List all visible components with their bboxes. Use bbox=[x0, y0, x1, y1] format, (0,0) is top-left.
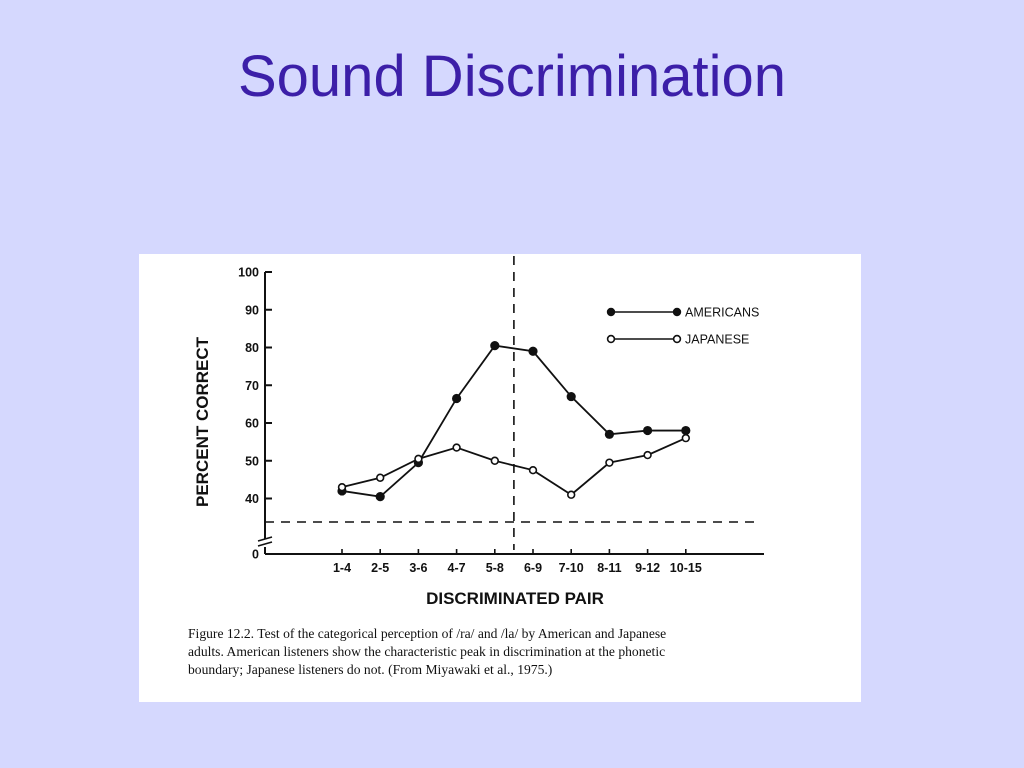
caption-line: Figure 12.2. Test of the categorical per… bbox=[188, 626, 667, 641]
data-point-americans bbox=[566, 391, 576, 402]
x-tick-label: 1-4 bbox=[333, 561, 351, 575]
y-tick-label: 50 bbox=[245, 454, 259, 468]
data-point-japanese bbox=[567, 490, 576, 499]
legend-label: JAPANESE bbox=[685, 333, 749, 347]
series-line-japanese bbox=[341, 437, 687, 496]
data-point-japanese bbox=[681, 433, 690, 443]
data-point-japanese bbox=[452, 443, 461, 452]
x-tick-label: 10-15 bbox=[670, 561, 702, 575]
legend-marker bbox=[672, 334, 682, 344]
y-tick-label: 100 bbox=[238, 266, 259, 280]
x-tick-label: 5-8 bbox=[486, 561, 504, 575]
data-point-japanese bbox=[376, 473, 385, 482]
legend-marker bbox=[606, 334, 616, 344]
data-point-japanese bbox=[490, 456, 499, 465]
data-point-japanese bbox=[337, 482, 347, 492]
line-chart: 100 90 80 70 60 50 40 0 1-4 2-5 3-6 4-7 5-8 6-9 7-10 8-… bbox=[193, 256, 764, 608]
series-line-americans bbox=[341, 344, 686, 498]
x-tick-label: 8-11 bbox=[597, 561, 621, 575]
y-tick-label: 0 bbox=[252, 548, 259, 562]
figure-panel: 100 90 80 70 60 50 40 0 1-4 2-5 3-6 4-7 5-8 6-9 7-10 8-… bbox=[139, 254, 861, 702]
caption-line: adults. American listeners show the char… bbox=[188, 644, 666, 659]
legend-marker bbox=[606, 307, 616, 317]
data-point-americans bbox=[681, 425, 691, 436]
y-tick-label: 60 bbox=[245, 417, 259, 431]
data-point-japanese bbox=[414, 454, 423, 464]
x-tick-label: 9-12 bbox=[635, 561, 660, 575]
axis-break-mark bbox=[257, 536, 273, 547]
data-point-americans bbox=[604, 429, 615, 439]
y-tick-label: 80 bbox=[245, 341, 259, 355]
y-tick-label: 90 bbox=[245, 303, 259, 317]
x-tick-label: 7-10 bbox=[559, 561, 584, 575]
figure-caption: Figure 12.2. Test of the categorical per… bbox=[188, 625, 798, 679]
data-point-americans bbox=[643, 425, 653, 436]
data-point-japanese bbox=[605, 458, 614, 467]
x-axis-title: DISCRIMINATED PAIR bbox=[426, 589, 604, 608]
data-point-japanese bbox=[528, 465, 538, 475]
x-tick-label: 4-7 bbox=[448, 561, 466, 575]
data-point-americans bbox=[375, 492, 385, 502]
x-tick-label: 2-5 bbox=[371, 561, 389, 575]
data-point-japanese bbox=[643, 450, 652, 460]
slide-title: Sound Discrimination bbox=[237, 44, 787, 109]
x-tick-label: 3-6 bbox=[409, 561, 427, 575]
legend-label: AMERICANS bbox=[685, 306, 759, 320]
caption-line: boundary; Japanese listeners do not. (Fr… bbox=[188, 662, 553, 677]
x-tick-label: 6-9 bbox=[524, 561, 542, 575]
y-axis-title: PERCENT CORRECT bbox=[193, 336, 212, 507]
legend-marker bbox=[672, 307, 682, 317]
y-tick-label: 70 bbox=[245, 379, 259, 393]
y-tick-label: 40 bbox=[245, 492, 259, 506]
data-point-americans bbox=[490, 341, 500, 351]
data-point-americans bbox=[528, 346, 538, 356]
data-point-americans bbox=[452, 393, 462, 404]
